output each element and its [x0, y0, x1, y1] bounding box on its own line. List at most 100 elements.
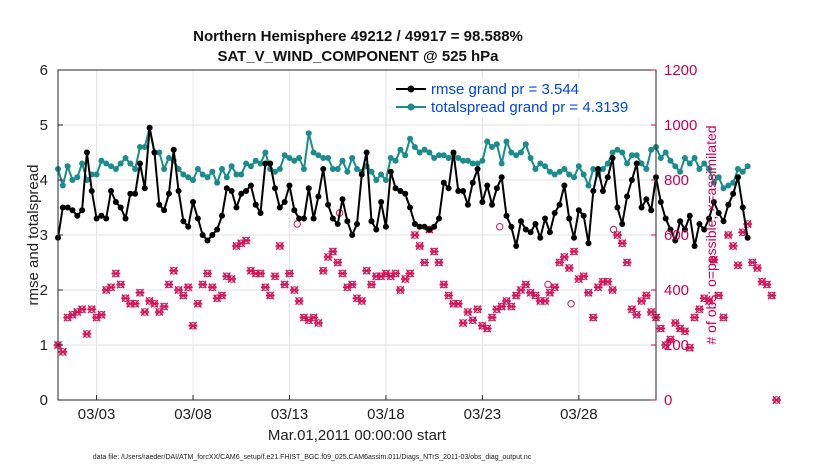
obs-assimilated-marker	[396, 285, 405, 295]
rmse-marker	[83, 149, 90, 156]
rmse-marker	[296, 215, 303, 222]
obs-assimilated-marker	[285, 269, 294, 278]
rmse-marker	[677, 218, 684, 225]
rmse-marker	[575, 207, 582, 214]
totalspread-marker	[493, 141, 500, 148]
rmse-marker	[532, 221, 539, 227]
rmse-marker	[136, 160, 143, 167]
totalspread-marker	[74, 174, 81, 181]
totalspread-marker	[387, 155, 394, 161]
obs-possible-marker	[609, 225, 618, 234]
obs-assimilated-marker	[603, 277, 613, 286]
totalspread-marker	[272, 168, 279, 175]
footnote: data file: /Users/raeder/DAI/ATM_forcXX/…	[93, 454, 532, 461]
obs-assimilated-marker	[347, 280, 357, 289]
totalspread-marker	[686, 160, 693, 167]
rmse-marker	[599, 188, 606, 194]
rmse-marker	[503, 212, 510, 219]
rmse-marker	[190, 199, 197, 205]
rmse-marker	[474, 166, 481, 172]
totalspread-marker	[532, 166, 539, 172]
obs-assimilated-marker	[617, 239, 627, 248]
rmse-marker	[672, 237, 679, 244]
totalspread-marker	[223, 174, 230, 181]
totalspread-marker	[484, 138, 491, 145]
obs-assimilated-marker	[641, 291, 651, 300]
totalspread-marker	[681, 155, 688, 161]
totalspread-marker	[93, 171, 100, 178]
totalspread-marker	[108, 163, 115, 170]
totalspread-marker	[479, 157, 486, 164]
obs-assimilated-marker	[767, 291, 777, 300]
totalspread-marker	[402, 152, 409, 159]
rmse-marker	[387, 168, 394, 175]
y-tick-label: 4	[40, 172, 48, 189]
totalspread-marker	[344, 168, 351, 175]
totalspread-marker	[156, 149, 163, 156]
totalspread-marker	[320, 155, 327, 161]
totalspread-marker	[141, 144, 148, 150]
obs-assimilated-marker	[429, 247, 439, 256]
totalspread-marker	[599, 166, 606, 172]
rmse-marker	[243, 188, 250, 194]
totalspread-marker	[715, 174, 722, 181]
obs-assimilated-marker	[140, 307, 150, 317]
totalspread-marker	[517, 149, 524, 156]
totalspread-marker	[325, 155, 332, 161]
totalspread-marker	[411, 144, 418, 150]
totalspread-marker	[286, 155, 293, 161]
totalspread-marker	[354, 166, 360, 172]
rmse-marker	[93, 215, 100, 222]
obs-assimilated-marker	[294, 296, 304, 306]
totalspread-marker	[522, 141, 529, 148]
rmse-marker	[228, 188, 235, 194]
rmse-marker	[127, 190, 134, 197]
rmse-marker	[416, 223, 423, 230]
rmse-marker	[484, 182, 491, 189]
obs-assimilated-marker	[135, 288, 145, 297]
rmse-marker	[595, 166, 602, 172]
totalspread-marker	[706, 166, 713, 172]
legend-box	[390, 79, 654, 117]
rmse-marker	[175, 188, 182, 194]
obs-assimilated-marker	[203, 269, 212, 278]
obs-assimilated-marker	[207, 283, 217, 292]
totalspread-marker	[373, 177, 380, 183]
obs-assimilated-marker	[506, 302, 516, 311]
obs-assimilated-marker	[482, 324, 492, 333]
totalspread-marker	[209, 168, 216, 175]
obs-assimilated-marker	[106, 283, 116, 292]
totalspread-marker	[725, 182, 732, 189]
obs-assimilated-marker	[256, 269, 265, 278]
obs-assimilated-marker	[772, 395, 781, 405]
totalspread-marker	[247, 163, 254, 170]
rmse-marker	[571, 234, 578, 241]
totalspread-marker	[199, 171, 206, 178]
rmse-marker	[638, 204, 645, 211]
totalspread-marker	[677, 168, 684, 175]
obs-assimilated-marker	[260, 283, 270, 292]
obs-assimilated-marker	[690, 313, 699, 322]
rmse-marker	[734, 174, 741, 181]
totalspread-marker	[739, 168, 746, 175]
rmse-marker	[556, 201, 563, 208]
totalspread-marker	[252, 157, 259, 164]
rmse-marker	[725, 201, 732, 208]
obs-assimilated-marker	[241, 236, 251, 245]
obs-assimilated-marker	[328, 247, 338, 256]
obs-assimilated-marker	[391, 269, 400, 278]
totalspread-marker	[368, 168, 375, 175]
rmse-marker	[580, 212, 587, 219]
rmse-marker	[218, 212, 225, 219]
rmse-marker	[590, 188, 597, 194]
rmse-marker	[300, 215, 307, 222]
rmse-marker	[344, 218, 351, 225]
obs-assimilated-marker	[632, 310, 642, 319]
rmse-marker	[358, 171, 365, 178]
totalspread-marker	[69, 177, 76, 183]
obs-assimilated-marker	[559, 252, 569, 262]
rmse-marker	[112, 199, 119, 205]
obs-assimilated-marker	[227, 274, 237, 284]
obs-assimilated-marker	[588, 313, 598, 322]
rmse-marker	[657, 199, 664, 205]
